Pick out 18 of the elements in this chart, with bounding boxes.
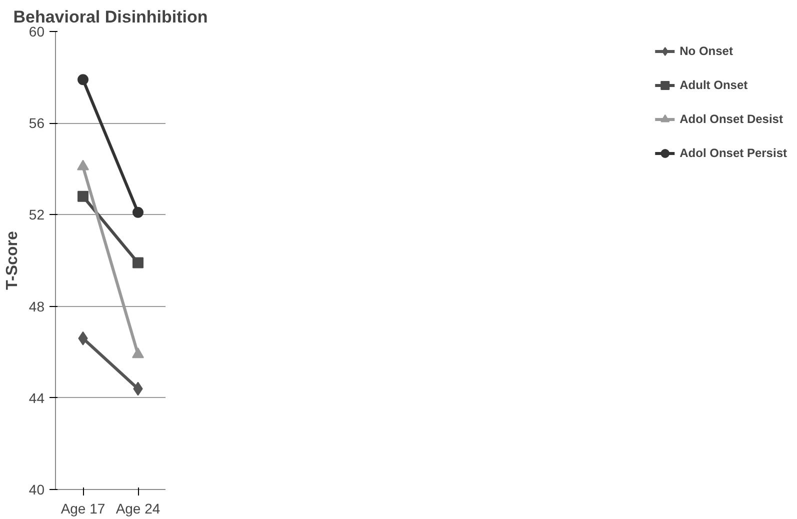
chart-title: Behavioral Disinhibition <box>13 8 208 26</box>
x-tick-label: Age 17 <box>60 500 106 516</box>
legend-label: No Onset <box>680 44 733 58</box>
point <box>132 206 144 218</box>
y-axis-title: T-Score <box>4 231 21 290</box>
point <box>78 74 88 86</box>
legend-label: Adol Onset Desist <box>680 112 783 126</box>
y-tick-label: 60 <box>28 24 45 40</box>
legend-label: Adult Onset <box>680 78 748 92</box>
x-tick-label: Age 24 <box>116 500 160 516</box>
point <box>132 257 144 268</box>
legend-label: Adol Onset Persist <box>680 146 787 160</box>
y-tick-label: 44 <box>28 390 45 406</box>
y-tick-label: 56 <box>28 115 45 132</box>
y-tick-label: 48 <box>28 298 45 314</box>
point <box>78 190 88 202</box>
y-tick-label: 40 <box>28 482 45 498</box>
y-tick-label: 52 <box>28 206 45 223</box>
